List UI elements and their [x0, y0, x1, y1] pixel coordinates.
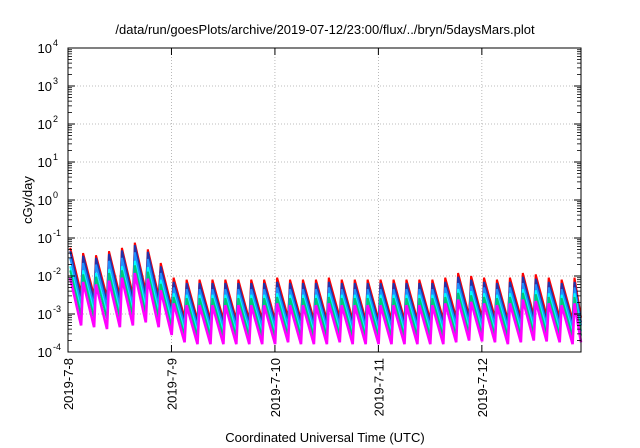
x-tick-label: 2019-7-10 [268, 358, 283, 417]
series-line [68, 272, 583, 345]
y-tick-label: 10 [38, 117, 52, 132]
y-tick-label: 10 [38, 231, 52, 246]
y-axis-label: cGy/day [20, 176, 35, 224]
y-tick-label: 10 [38, 41, 52, 56]
y-tick-exponent: -2 [53, 266, 61, 276]
y-tick-label: 10 [38, 307, 52, 322]
y-tick-label: 10 [38, 155, 52, 170]
y-tick-exponent: 3 [53, 76, 58, 86]
y-tick-label: 10 [38, 269, 52, 284]
y-tick-exponent: 2 [53, 114, 58, 124]
chart-title: /data/run/goesPlots/archive/2019-07-12/2… [115, 22, 535, 37]
x-tick-label: 2019-7-8 [61, 358, 76, 410]
x-tick-label: 2019-7-9 [164, 358, 179, 410]
y-tick-exponent: -4 [53, 342, 61, 352]
y-tick-exponent: 0 [53, 190, 58, 200]
y-tick-label: 10 [38, 193, 52, 208]
x-axis-label: Coordinated Universal Time (UTC) [225, 430, 424, 445]
x-tick-label: 2019-7-12 [475, 358, 490, 417]
y-tick-exponent: 4 [53, 38, 58, 48]
y-tick-exponent: 1 [53, 152, 58, 162]
y-tick-label: 10 [38, 79, 52, 94]
y-tick-exponent: -3 [53, 304, 61, 314]
y-tick-label: 10 [38, 345, 52, 360]
series-layer [68, 242, 583, 345]
x-axis: 2019-7-8 2019-7-9 2019-7-10 2019-7-11 2019-7… [61, 48, 490, 417]
x-tick-label: 2019-7-11 [371, 358, 386, 416]
y-tick-exponent: -1 [53, 228, 61, 238]
